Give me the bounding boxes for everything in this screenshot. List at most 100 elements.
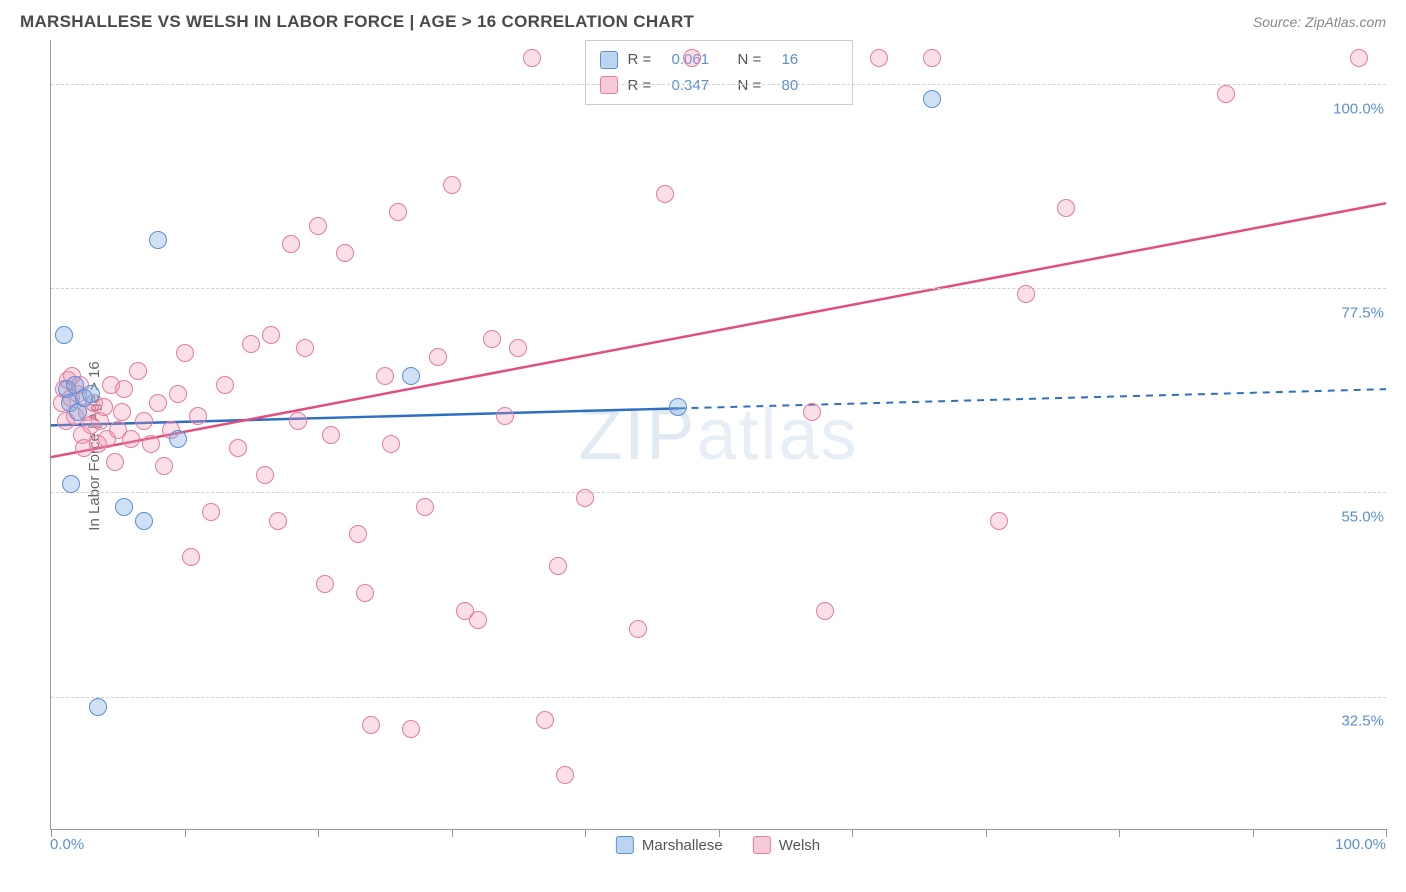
y-tick-label: 77.5%	[1341, 305, 1388, 322]
scatter-point	[576, 489, 594, 507]
scatter-point	[115, 498, 133, 516]
scatter-point	[189, 407, 207, 425]
scatter-point	[62, 475, 80, 493]
scatter-point	[549, 557, 567, 575]
legend-n-label: N =	[738, 47, 772, 73]
scatter-point	[816, 602, 834, 620]
scatter-point	[429, 348, 447, 366]
scatter-point	[416, 498, 434, 516]
scatter-point	[242, 335, 260, 353]
series-legend-item: Marshallese	[616, 836, 723, 854]
scatter-point	[1217, 85, 1235, 103]
y-tick-label: 55.0%	[1341, 509, 1388, 526]
scatter-point	[55, 326, 73, 344]
watermark-part2: atlas	[696, 395, 858, 475]
series-legend-item: Welsh	[753, 836, 820, 854]
scatter-point	[336, 244, 354, 262]
scatter-point	[629, 620, 647, 638]
scatter-point	[683, 49, 701, 67]
legend-swatch-pink	[753, 836, 771, 854]
scatter-point	[1017, 285, 1035, 303]
scatter-point	[803, 403, 821, 421]
gridline	[51, 492, 1386, 493]
scatter-point	[262, 326, 280, 344]
trend-line-marshallese-dashed	[678, 389, 1386, 408]
chart-source: Source: ZipAtlas.com	[1253, 14, 1386, 30]
scatter-point	[349, 525, 367, 543]
scatter-point	[382, 435, 400, 453]
scatter-point	[316, 575, 334, 593]
scatter-point	[509, 339, 527, 357]
legend-swatch-blue	[616, 836, 634, 854]
scatter-point	[149, 231, 167, 249]
trend-line-welsh-solid	[51, 203, 1386, 457]
scatter-point	[322, 426, 340, 444]
scatter-point	[669, 398, 687, 416]
x-axis-labels: 0.0% 100.0% Marshallese Welsh	[50, 836, 1386, 860]
x-tick-label-max: 100.0%	[1335, 836, 1386, 853]
scatter-point	[169, 430, 187, 448]
legend-row: R = 0.061 N = 16	[600, 47, 838, 73]
scatter-point	[362, 716, 380, 734]
legend-swatch-blue	[600, 51, 618, 69]
scatter-point	[536, 711, 554, 729]
scatter-point	[129, 362, 147, 380]
x-tick	[1386, 829, 1387, 837]
scatter-point	[202, 503, 220, 521]
series-label: Welsh	[779, 837, 820, 854]
scatter-point	[990, 512, 1008, 530]
scatter-point	[149, 394, 167, 412]
scatter-point	[135, 412, 153, 430]
correlation-legend: R = 0.061 N = 16 R = 0.347 N = 80	[585, 40, 853, 105]
scatter-point	[389, 203, 407, 221]
scatter-point	[256, 466, 274, 484]
scatter-point	[89, 698, 107, 716]
scatter-point	[229, 439, 247, 457]
scatter-point	[135, 512, 153, 530]
chart-title: MARSHALLESE VS WELSH IN LABOR FORCE | AG…	[20, 12, 694, 32]
scatter-point	[402, 367, 420, 385]
scatter-point	[169, 385, 187, 403]
scatter-point	[216, 376, 234, 394]
scatter-point	[923, 49, 941, 67]
scatter-point	[82, 385, 100, 403]
y-tick-label: 100.0%	[1333, 101, 1388, 118]
scatter-point	[556, 766, 574, 784]
scatter-point	[1057, 199, 1075, 217]
scatter-point	[289, 412, 307, 430]
scatter-point	[356, 584, 374, 602]
chart-plot-area: ZIPatlas R = 0.061 N = 16 R = 0.347 N = …	[50, 40, 1386, 830]
y-tick-label: 32.5%	[1341, 713, 1388, 730]
series-legend: Marshallese Welsh	[616, 836, 820, 854]
scatter-point	[483, 330, 501, 348]
scatter-point	[469, 611, 487, 629]
scatter-point	[523, 49, 541, 67]
scatter-point	[155, 457, 173, 475]
scatter-point	[402, 720, 420, 738]
legend-n-value: 16	[782, 47, 838, 73]
scatter-point	[870, 49, 888, 67]
scatter-point	[113, 403, 131, 421]
scatter-point	[122, 430, 140, 448]
scatter-point	[443, 176, 461, 194]
series-label: Marshallese	[642, 837, 723, 854]
scatter-point	[496, 407, 514, 425]
scatter-point	[182, 548, 200, 566]
gridline	[51, 84, 1386, 85]
gridline	[51, 697, 1386, 698]
trendlines-layer	[51, 40, 1386, 829]
scatter-point	[176, 344, 194, 362]
x-tick-label-min: 0.0%	[50, 836, 84, 853]
scatter-point	[115, 380, 133, 398]
scatter-point	[309, 217, 327, 235]
scatter-point	[376, 367, 394, 385]
scatter-point	[269, 512, 287, 530]
scatter-point	[95, 398, 113, 416]
legend-r-label: R =	[628, 47, 662, 73]
scatter-point	[142, 435, 160, 453]
scatter-point	[923, 90, 941, 108]
scatter-point	[296, 339, 314, 357]
chart-header: MARSHALLESE VS WELSH IN LABOR FORCE | AG…	[0, 0, 1406, 40]
scatter-point	[1350, 49, 1368, 67]
scatter-point	[106, 453, 124, 471]
